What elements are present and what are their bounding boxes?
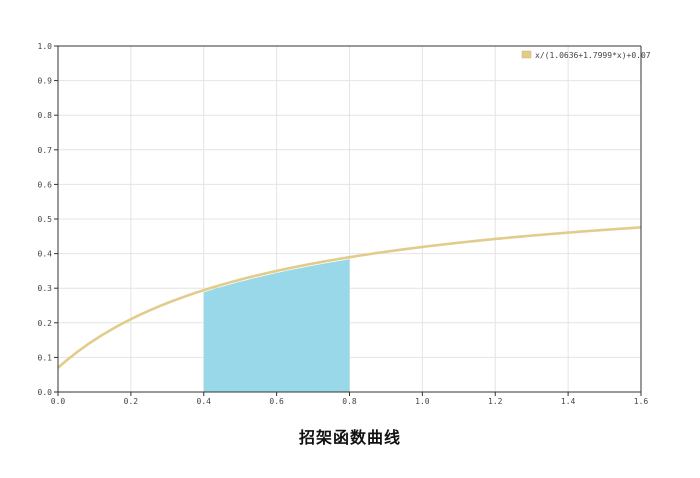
series-line xyxy=(57,226,642,369)
x-tick-label: 0.4 xyxy=(197,397,212,406)
legend-label: x/(1.0636+1.7999*x)+0.07 xyxy=(535,51,651,60)
axes xyxy=(54,45,642,396)
y-tick-label: 0.7 xyxy=(38,146,53,155)
x-tick-label: 0.2 xyxy=(124,397,139,406)
legend: x/(1.0636+1.7999*x)+0.07 xyxy=(521,50,651,60)
chart-title: 招架函数曲线 xyxy=(298,428,401,447)
y-tick-label: 0.0 xyxy=(38,388,53,397)
x-tick-label: 1.0 xyxy=(415,397,430,406)
y-tick-label: 0.9 xyxy=(38,77,53,86)
x-tick-label: 0.6 xyxy=(269,397,284,406)
x-tick-label: 1.2 xyxy=(488,397,503,406)
y-tick-label: 0.2 xyxy=(38,319,53,328)
y-tick-label: 0.6 xyxy=(38,180,53,189)
y-tick-label: 0.4 xyxy=(38,250,53,259)
y-tick-label: 1.0 xyxy=(38,42,53,51)
y-tick-label: 0.1 xyxy=(38,353,53,362)
y-tick-label: 0.8 xyxy=(38,111,53,120)
shaded-area xyxy=(203,259,350,392)
y-tick-label: 0.3 xyxy=(38,284,53,293)
x-tick-label: 1.6 xyxy=(634,397,649,406)
tick-labels: 0.0 0.2 0.4 0.6 0.8 1.0 1.2 1.4 1.6 0.0 0.1 0.2 0.3 0… xyxy=(38,42,649,406)
x-tick-label: 0.0 xyxy=(51,397,66,406)
legend-swatch xyxy=(521,50,532,59)
x-tick-label: 0.8 xyxy=(342,397,357,406)
series-layer xyxy=(57,226,642,369)
shaded-area-layer xyxy=(203,259,350,392)
x-tick-label: 1.4 xyxy=(561,397,576,406)
y-tick-label: 0.5 xyxy=(38,215,53,224)
